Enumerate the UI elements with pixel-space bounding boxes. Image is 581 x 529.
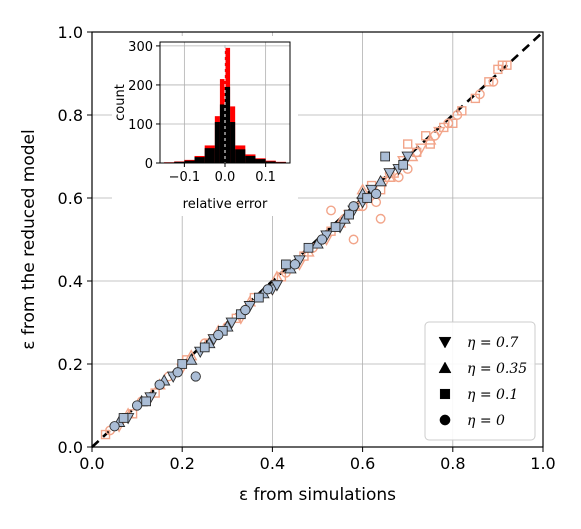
inset-bar-black [219,104,225,163]
data-point-blue [344,209,354,220]
x-tick-label: 0.4 [260,454,285,473]
x-axis-label: ε from simulations [239,485,396,505]
data-point-orange [375,213,386,224]
legend-label: η = 0.7 [467,335,518,351]
inset-bar-black [214,122,220,163]
data-point-orange [484,77,494,87]
legend-box [424,321,536,441]
data-point-orange [403,139,413,149]
data-point-orange [452,110,463,120]
legend-label: η = 0 [467,413,505,429]
legend-marker [439,388,451,400]
inset-bar-black [225,86,231,163]
inset-x-tick-label: 0.0 [215,170,236,185]
y-tick-label: 1.0 [58,23,83,42]
data-point-orange [383,170,396,182]
data-points [100,60,512,440]
data-point-blue [289,259,301,270]
y-axis-label: ε from the reduced model [19,129,39,349]
data-point-blue [190,371,201,382]
inset-bar-black [245,155,256,163]
inset-y-tick-label: 300 [128,40,153,55]
data-point-blue [270,280,284,292]
data-point-blue [262,284,274,295]
data-point-blue [254,292,264,303]
inset-bar-black [230,122,236,163]
inset-y-tick-label: 0 [145,157,153,172]
data-point-blue [184,353,198,365]
data-point-blue [374,174,387,187]
data-point-orange [415,143,428,155]
data-point-blue [109,421,120,432]
plot-frame [91,31,544,448]
data-point-blue [383,168,396,180]
y-tick-label: 0.2 [58,355,83,374]
data-point-orange [326,205,336,216]
data-point-blue [330,222,341,232]
legend-marker [438,336,452,349]
data-point-blue [131,400,143,411]
data-point-blue [118,413,129,423]
inset-bar-black [265,161,276,163]
inset-x-tick-label: 0.1 [255,170,276,185]
data-point-orange [433,126,446,139]
y-tick-label: 0.8 [58,106,83,125]
data-point-orange [502,60,512,70]
y-tick-label: 0.0 [58,438,83,457]
data-point-blue [303,242,314,253]
inset-bar-black [184,160,195,163]
data-point-blue [199,342,210,353]
data-point-blue [172,367,183,378]
inset-bar-black [204,148,215,163]
data-point-orange [443,118,454,129]
data-point-blue [380,151,391,162]
axis-ticks: 0.0 0.2 0.4 0.6 0.8 1.0 0.0 0.2 0.4 0.6 0.8 1.0 [58,23,556,473]
legend-label: η = 0.35 [467,361,527,377]
data-point-blue [141,396,151,407]
data-point-orange [488,76,499,87]
data-point-blue [177,359,188,369]
inset-y-tick-label: 100 [128,118,153,133]
x-tick-label: 0.0 [79,454,104,473]
inset-y-tick-label: 200 [128,79,153,94]
x-tick-label: 0.6 [350,454,375,473]
inset-histogram: −0.1 0.0 0.1 0 100 200 300 relative error count [112,36,298,216]
y-tick-label: 0.4 [58,272,83,291]
data-point-blue [362,193,372,203]
legend: η = 0.7 η = 0.35 η = 0.1 η = 0 [424,321,536,441]
data-point-blue [398,159,409,170]
y-tick-label: 0.6 [58,189,83,208]
data-point-orange [371,197,382,208]
data-point-blue [154,379,165,390]
data-point-blue [348,201,359,212]
data-point-blue [371,188,382,199]
x-tick-label: 0.2 [169,454,194,473]
data-point-orange [448,118,458,129]
data-point-orange [424,133,437,145]
inset-bar-black [255,159,266,163]
inset-bar-black [194,157,205,163]
legend-marker [438,361,452,374]
data-point-orange [348,234,359,245]
legend-label: η = 0.1 [467,387,518,403]
inset-y-label: count [113,84,128,121]
data-point-blue [240,304,251,316]
inset-bar-black [235,149,246,163]
inset-bar-black [174,161,185,163]
data-point-blue [225,317,239,329]
inset-x-tick-label: −0.1 [169,170,201,185]
data-point-blue [213,329,224,341]
inset-x-label: relative error [183,197,268,212]
data-point-blue [281,259,291,270]
legend-marker [439,414,451,426]
data-point-blue [401,151,414,163]
x-tick-label: 1.0 [530,454,555,473]
inset-background [112,36,298,216]
data-point-blue [316,234,328,245]
x-tick-label: 0.8 [440,454,465,473]
data-point-orange [474,89,485,100]
